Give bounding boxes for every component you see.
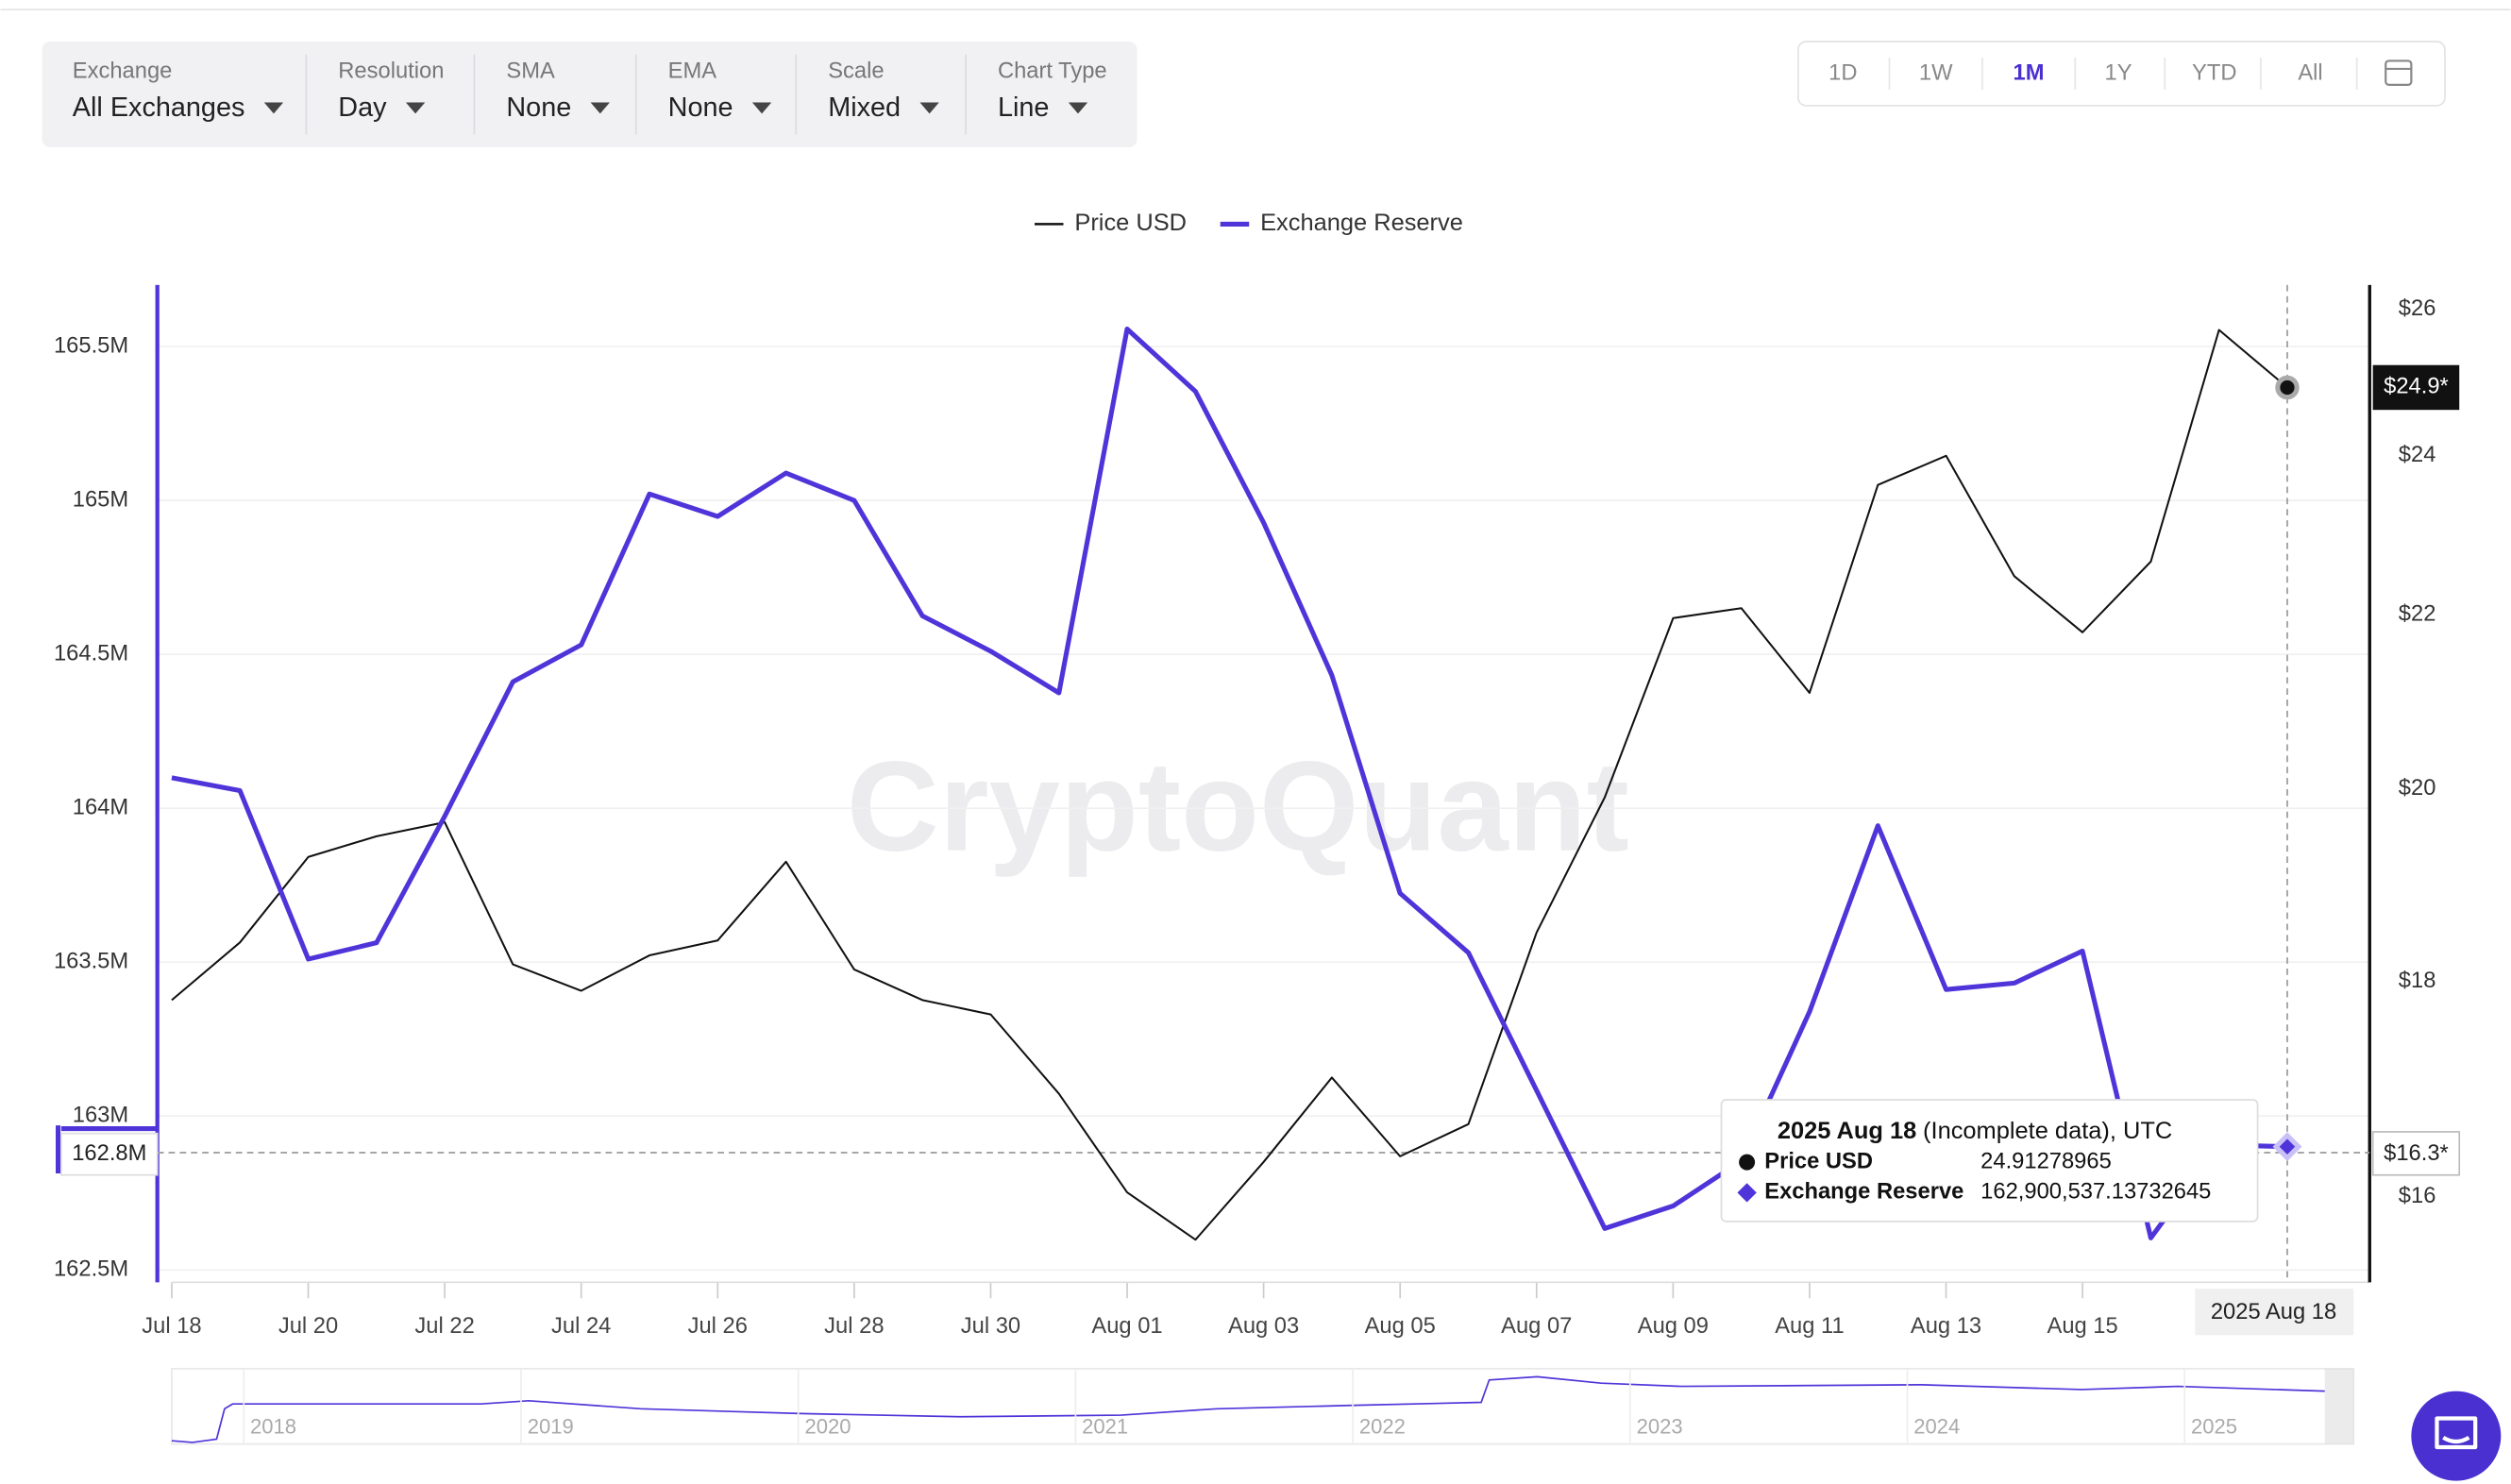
tooltip-name: Price USD <box>1764 1149 1873 1173</box>
y2-tick-label: $20 <box>2399 776 2436 801</box>
x-tick-label: Aug 13 <box>1911 1314 1981 1339</box>
x-tick-label: Jul 24 <box>551 1314 611 1339</box>
filter-label: Scale <box>828 59 884 84</box>
calendar-icon[interactable] <box>2385 59 2413 86</box>
toolbar-bg <box>42 42 1138 148</box>
x-tick-label: Aug 07 <box>1501 1314 1572 1339</box>
tooltip-name: Exchange Reserve <box>1764 1180 1963 1205</box>
crosshair-y2-box <box>2371 1131 2461 1176</box>
x-tick-label: Jul 22 <box>414 1314 474 1339</box>
chat-button[interactable] <box>2411 1391 2502 1481</box>
tooltip-note: (Incomplete data), UTC <box>1923 1118 2172 1144</box>
crosshair-x-box <box>2195 1289 2354 1336</box>
series-line <box>171 329 2288 1241</box>
chat-icon <box>2435 1416 2478 1450</box>
x-tick-label: Jul 30 <box>961 1314 1020 1339</box>
range-button[interactable]: 1D <box>1828 60 1857 85</box>
tooltip-title: 2025 Aug 18 (Incomplete data), UTC <box>1778 1118 2172 1144</box>
tooltip-diamond <box>1737 1183 1757 1203</box>
filter-label: EMA <box>668 59 717 84</box>
y-tick-label: 165.5M <box>54 333 128 358</box>
navigator-year: 2020 <box>804 1414 851 1438</box>
y-tick-label: 163M <box>73 1104 128 1128</box>
tooltip-date: 2025 Aug 18 <box>1778 1118 1916 1144</box>
y2-tick-label: $24 <box>2399 443 2436 467</box>
series-line <box>171 326 2288 1240</box>
filter-value[interactable]: Line <box>998 93 1049 123</box>
y-tick-label: 163.5M <box>54 949 128 973</box>
x-tick-label: Aug 01 <box>1091 1314 1162 1339</box>
watermark: CryptoQuant <box>847 734 1629 878</box>
last-price-box <box>2372 364 2460 411</box>
x-tick-label: Jul 28 <box>824 1314 884 1339</box>
tooltip-dot <box>1739 1154 1756 1171</box>
crosshair-y2-label: $16.3* <box>2384 1141 2449 1166</box>
y-tick-label: 164.5M <box>54 641 128 666</box>
legend-label[interactable]: Exchange Reserve <box>1260 210 1463 236</box>
crosshair-y-label: 162.8M <box>72 1141 146 1166</box>
filter-value[interactable]: None <box>506 93 571 123</box>
dropdown-arrow <box>919 102 939 114</box>
legend-label[interactable]: Price USD <box>1074 210 1187 236</box>
tooltip-value: 162,900,537.13732645 <box>1980 1180 2211 1205</box>
crosshair-y-box <box>60 1132 159 1176</box>
navigator-year: 2024 <box>1913 1414 1960 1438</box>
x-tick-label: Aug 11 <box>1775 1314 1844 1339</box>
x-tick-label: Jul 26 <box>688 1314 748 1339</box>
dropdown-arrow <box>263 102 284 114</box>
filter-label: SMA <box>506 59 555 84</box>
y-tick-label: 164M <box>73 795 128 819</box>
dropdown-arrow <box>751 102 772 114</box>
range-button[interactable]: All <box>2298 60 2322 85</box>
navigator-year: 2018 <box>250 1414 296 1438</box>
x-tick-label: Aug 15 <box>2047 1314 2117 1339</box>
x-tick-label: Aug 09 <box>1638 1314 1709 1339</box>
y2-tick-label: $16 <box>2399 1184 2436 1208</box>
filter-value[interactable]: None <box>668 93 733 123</box>
range-button[interactable]: 1W <box>1919 60 1953 85</box>
range-button[interactable]: YTD <box>2192 60 2236 85</box>
x-tick-label: Aug 03 <box>1228 1314 1299 1339</box>
navigator-year: 2023 <box>1637 1414 1683 1438</box>
navigator-year: 2022 <box>1359 1414 1406 1438</box>
last-reserve-marker <box>2272 1132 2302 1162</box>
range-button[interactable]: 1Y <box>2105 60 2132 85</box>
x-tick-label: Jul 20 <box>278 1314 338 1339</box>
navigator-year: 2025 <box>2191 1414 2237 1438</box>
y2-tick-label: $22 <box>2399 602 2436 627</box>
dropdown-arrow <box>1068 102 1088 114</box>
y2-tick-label: $26 <box>2399 296 2436 321</box>
last-price-label: $24.9* <box>2384 375 2449 399</box>
filter-label: Exchange <box>73 59 173 84</box>
filter-label: Resolution <box>338 59 444 84</box>
crosshair-y-bracket <box>56 1125 158 1174</box>
filter-value[interactable]: Day <box>338 93 387 123</box>
last-price-marker <box>2275 375 2300 400</box>
dropdown-arrow <box>590 102 610 114</box>
navigator-line <box>171 1375 2325 1443</box>
crosshair-x-label: 2025 Aug 18 <box>2211 1300 2336 1324</box>
y-tick-label: 165M <box>73 487 128 512</box>
x-tick-label: Aug 05 <box>1365 1314 1436 1339</box>
navigator-year: 2019 <box>528 1414 574 1438</box>
filter-value[interactable]: Mixed <box>828 93 901 123</box>
navigator-year: 2021 <box>1082 1414 1128 1438</box>
filter-value[interactable]: All Exchanges <box>73 93 245 123</box>
tooltip-value: 24.91278965 <box>1980 1149 2112 1173</box>
y2-tick-label: $18 <box>2399 969 2436 993</box>
range-bar <box>1797 41 2446 107</box>
navigator-handle[interactable] <box>2324 1368 2354 1444</box>
tooltip-box <box>1720 1099 2259 1223</box>
navigator <box>171 1368 2355 1445</box>
filter-label: Chart Type <box>998 59 1107 84</box>
dropdown-arrow <box>405 102 426 114</box>
range-button[interactable]: 1M <box>2014 60 2045 85</box>
x-tick-label: Jul 18 <box>142 1314 201 1339</box>
y-tick-label: 162.5M <box>54 1257 128 1282</box>
